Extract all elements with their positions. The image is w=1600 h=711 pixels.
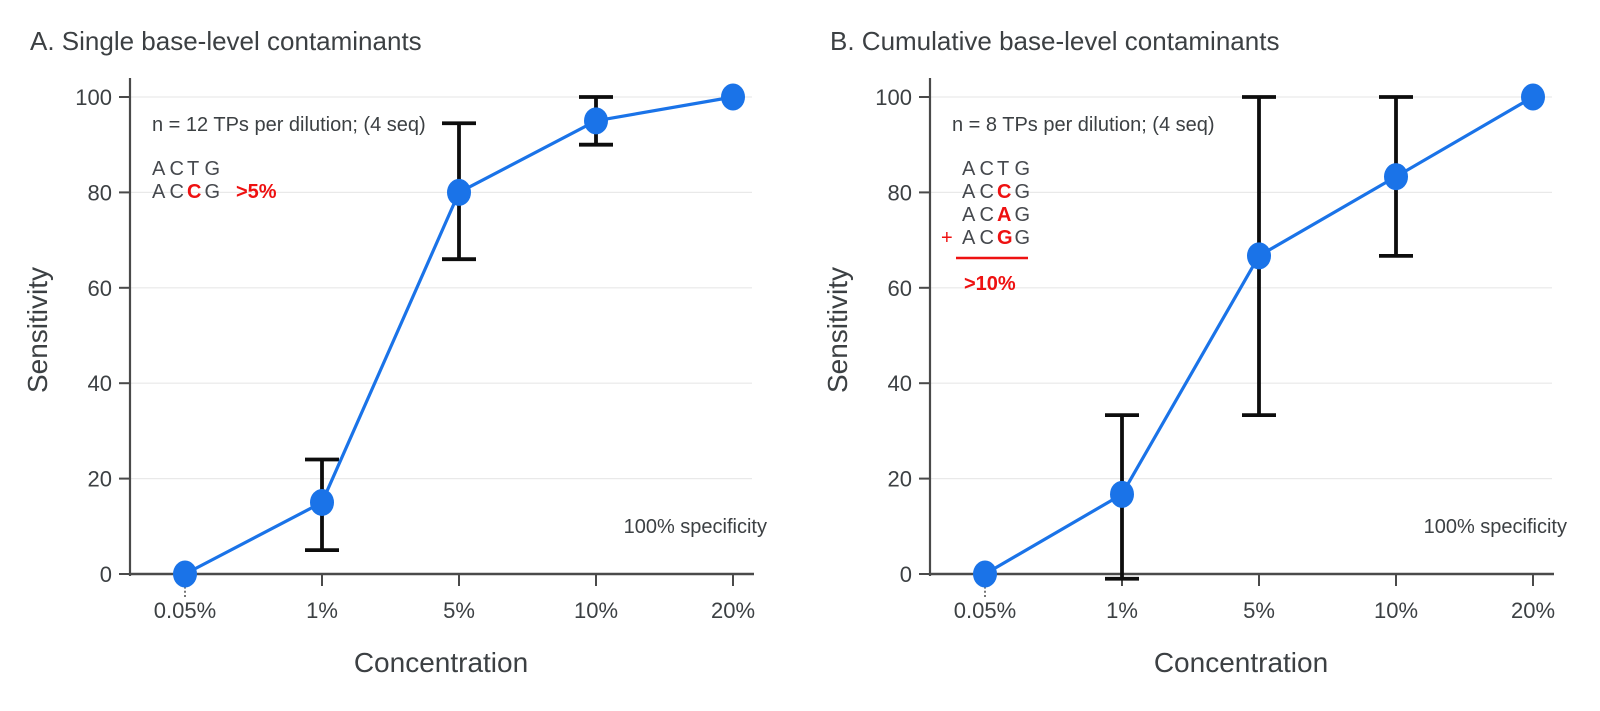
sequence-line: + A C GG	[941, 227, 1030, 249]
x-tick-label: 20%	[1511, 598, 1555, 623]
y-tick-label: 80	[88, 180, 112, 205]
x-axis-title: Concentration	[1154, 647, 1328, 678]
x-tick-label: 0.05%	[154, 598, 216, 623]
mutated-base: A	[997, 204, 1011, 226]
mutated-base: C	[997, 181, 1011, 203]
panel-cumulative-base-contaminants: 0 20 40 60 80 100 0.05% 1% 5% 10% 20% B. Cumulative…	[800, 0, 1600, 711]
x-tick-label: 10%	[1374, 598, 1418, 623]
y-tick-label: 100	[75, 85, 112, 110]
sample-size-note: n = 12 TPs per dilution; (4 seq)	[152, 114, 426, 136]
chart-title: A. Single base-level contaminants	[30, 26, 422, 56]
chart-single-base-contaminants: 0 20 40 60 80 100 0.05% 1% 5% 10% 20% A. Single bas…	[22, 26, 767, 678]
y-tick-label: 0	[900, 562, 912, 587]
threshold-note: >5%	[236, 181, 277, 203]
mutated-base: C	[187, 181, 201, 203]
y-axis-title: Sensitivity	[822, 267, 853, 393]
y-tick-label: 60	[888, 276, 912, 301]
x-tick-label: 5%	[443, 598, 475, 623]
data-point	[1247, 242, 1271, 270]
data-point	[721, 83, 745, 111]
data-point	[584, 107, 608, 135]
y-tick-label: 20	[88, 467, 112, 492]
data-point	[973, 560, 997, 588]
chart-title: B. Cumulative base-level contaminants	[830, 26, 1279, 56]
mutated-base: G	[997, 227, 1013, 249]
y-tick-label: 40	[888, 371, 912, 396]
x-tick-label: 1%	[1106, 598, 1138, 623]
sequence-line: A C C G >5%	[152, 181, 277, 203]
y-axis-title: Sensitivity	[22, 267, 53, 393]
data-point	[1384, 163, 1408, 191]
y-tick-label: 20	[888, 467, 912, 492]
data-point	[310, 488, 334, 516]
y-tick-label: 40	[88, 371, 112, 396]
y-tick-label: 0	[100, 562, 112, 587]
x-tick-label: 1%	[306, 598, 338, 623]
plus-sign: +	[941, 227, 953, 249]
x-tick-label: 10%	[574, 598, 618, 623]
x-tick-label: 5%	[1243, 598, 1275, 623]
y-tick-label: 60	[88, 276, 112, 301]
sample-size-note: n = 8 TPs per dilution; (4 seq)	[952, 114, 1215, 136]
x-axis-title: Concentration	[354, 647, 528, 678]
threshold-note: >10%	[964, 273, 1016, 295]
y-tick-label: 80	[888, 180, 912, 205]
panel-single-base-contaminants: 0 20 40 60 80 100 0.05% 1% 5% 10% 20% A. Single bas…	[22, 26, 767, 678]
data-point	[1110, 480, 1134, 508]
y-tick-label: 100	[875, 85, 912, 110]
data-point	[1521, 83, 1545, 111]
data-point	[173, 560, 197, 588]
data-point	[447, 178, 471, 206]
chart-cumulative-base-contaminants: 0 20 40 60 80 100 0.05% 1% 5% 10% 20% B. Cumulative…	[822, 26, 1567, 678]
specificity-note: 100% specificity	[624, 516, 767, 538]
specificity-note: 100% specificity	[1424, 516, 1567, 538]
x-tick-label: 20%	[711, 598, 755, 623]
x-tick-label: 0.05%	[954, 598, 1016, 623]
